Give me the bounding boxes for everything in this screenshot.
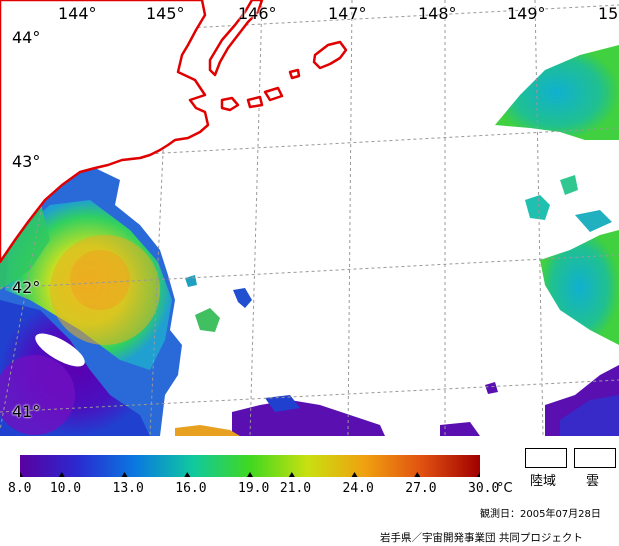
sst-middle-patches <box>175 275 498 436</box>
colorbar-tick-label: 27.0 <box>405 481 437 496</box>
colorbar-tick-mark <box>414 472 421 477</box>
colorbar-tick-label: 24.0 <box>342 481 374 496</box>
colorbar-tick-mark <box>351 472 358 477</box>
cloud-legend-label: 雲 <box>586 474 600 489</box>
longitude-label-149: 149° <box>507 4 546 23</box>
colorbar-tick-label: 19.0 <box>238 481 270 496</box>
latitude-label-41: 41° <box>12 402 41 421</box>
colorbar-tick-mark <box>121 472 128 477</box>
colorbar-tick-label: 30.0 <box>468 481 500 496</box>
longitude-label-145: 145° <box>146 4 185 23</box>
colorbar-tick-mark <box>184 472 191 477</box>
observation-date: 観測日：2005年07月28日 <box>480 509 601 520</box>
colorbar-tick-mark <box>58 472 65 477</box>
colorbar-tick-label: 16.0 <box>175 481 207 496</box>
project-credit: 岩手県／宇宙開発事業団 共同プロジェクト <box>380 532 583 544</box>
longitude-label-144: 144° <box>58 4 97 23</box>
colorbar-tick-label: 21.0 <box>279 481 312 496</box>
land-legend-swatch <box>525 448 567 468</box>
cloud-legend-swatch <box>574 448 616 468</box>
land-legend-label: 陸域 <box>530 474 557 489</box>
longitude-label-146: 146° <box>238 4 277 23</box>
latitude-label-42: 42° <box>12 278 41 297</box>
coastline <box>0 0 348 264</box>
colorbar-tick-mark <box>247 472 253 477</box>
colorbar-tick-label: 10.0 <box>49 481 82 496</box>
latitude-label-44: 44° <box>12 28 41 47</box>
colorbar-unit: °C <box>497 481 513 496</box>
longitude-label-147: 147° <box>328 4 367 23</box>
colorbar-tick-label: 8.0 <box>8 481 32 496</box>
colorbar-tick-mark <box>477 472 480 477</box>
colorbar-tick-label: 13.0 <box>112 481 144 496</box>
colorbar-tick-mark <box>20 472 23 477</box>
latitude-label-43: 43° <box>12 152 41 171</box>
sea-surface-temperature-map <box>0 0 619 436</box>
temperature-colorbar <box>20 455 480 477</box>
colorbar-tick-mark <box>288 472 295 477</box>
longitude-label-148: 148° <box>418 4 457 23</box>
sst-east-patches <box>495 45 619 436</box>
longitude-label-150: 15 <box>598 4 619 23</box>
